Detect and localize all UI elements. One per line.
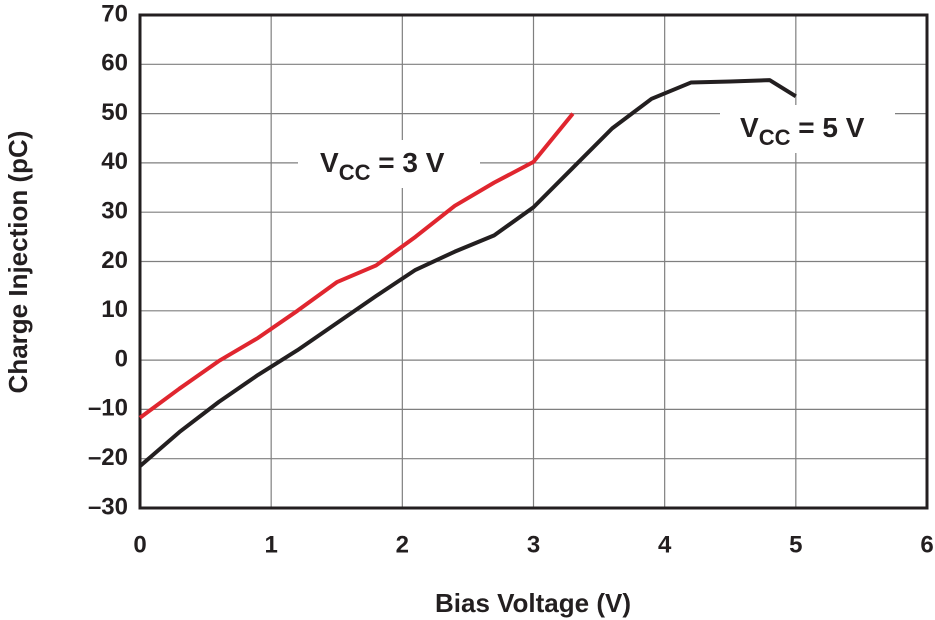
y-tick-label: –20 xyxy=(88,444,128,471)
y-tick-label: 60 xyxy=(101,50,128,77)
x-tick-label: 6 xyxy=(920,531,933,558)
x-tick-label: 5 xyxy=(789,531,802,558)
annotation-background xyxy=(298,140,480,188)
y-tick-label: –30 xyxy=(88,493,128,520)
x-tick-label: 3 xyxy=(527,531,540,558)
annotation-text: = 3 V xyxy=(370,147,444,178)
y-tick-label: 50 xyxy=(101,99,128,126)
series-line xyxy=(138,112,575,420)
annotation-text: V xyxy=(740,112,759,143)
plot-frame xyxy=(138,13,929,510)
x-tick-label: 0 xyxy=(133,531,146,558)
y-axis-title: Charge Injection (pC) xyxy=(3,131,33,394)
y-tick-label: 10 xyxy=(101,296,128,323)
series-line xyxy=(138,78,797,468)
y-tick-label: –10 xyxy=(88,395,128,422)
x-tick-label: 1 xyxy=(264,531,277,558)
x-tick-label: 4 xyxy=(658,531,672,558)
annotation-subscript: CC xyxy=(339,160,371,185)
annotation: VCC = 5 V xyxy=(740,112,865,150)
x-axis-title: Bias Voltage (V) xyxy=(435,588,631,618)
annotation-background xyxy=(720,105,895,153)
y-tick-label: 70 xyxy=(101,0,128,27)
x-tick-label: 2 xyxy=(396,531,409,558)
y-tick-label: 20 xyxy=(101,247,128,274)
y-tick-label: 30 xyxy=(101,198,128,225)
annotation-text: V xyxy=(320,147,339,178)
annotation-subscript: CC xyxy=(759,125,791,150)
y-tick-label: 40 xyxy=(101,148,128,175)
y-tick-label: 0 xyxy=(115,345,128,372)
annotation: VCC = 3 V xyxy=(320,147,445,185)
annotation-text: = 5 V xyxy=(790,112,864,143)
